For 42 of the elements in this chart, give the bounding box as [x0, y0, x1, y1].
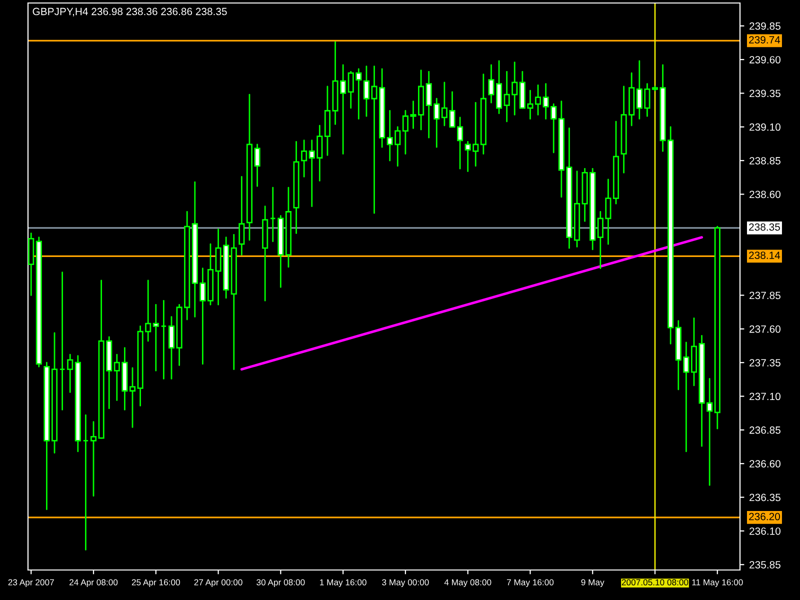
y-tick-label: 239.35 [750, 90, 780, 98]
candlestick [238, 176, 245, 256]
candlestick [90, 421, 97, 497]
candlestick [160, 300, 167, 380]
x-tick-label: 1 May 16:00 [320, 579, 366, 588]
y-tick-label: 239.10 [750, 123, 780, 131]
y-tick-label: 238.60 [750, 190, 780, 198]
y-tick-label: 238.85 [750, 157, 780, 164]
y-tick-label: 237.85 [750, 292, 780, 300]
candlestick [67, 354, 74, 393]
ref-line-label: 239.74 [749, 36, 780, 44]
x-tick-label: 4 May 08:00 [444, 579, 492, 588]
x-tick-label: 23 Apr 2007 [8, 579, 54, 588]
y-tick-label: 237.60 [750, 325, 780, 333]
x-tick-label: 11 May 16:00 [692, 579, 743, 588]
y-tick-label: 239.85 [750, 22, 780, 30]
x-tick-label: 9 May [581, 579, 604, 588]
x-tick-label: 7 May 16:00 [506, 579, 554, 588]
y-tick-label: 239.60 [750, 56, 780, 64]
y-tick-label: 236.60 [750, 460, 780, 468]
y-tick-label: 236.85 [750, 426, 780, 434]
candlestick [129, 367, 136, 428]
candlestick [59, 272, 66, 410]
candlestick [168, 316, 175, 380]
x-tick-label: 30 Apr 08:00 [256, 579, 305, 588]
x-tick-label: 25 Apr 16:00 [132, 579, 180, 588]
candlestick [270, 186, 276, 242]
y-tick-label: 237.35 [750, 359, 780, 366]
candlestick [82, 414, 89, 550]
x-tick-label: 24 Apr 08:00 [70, 579, 118, 588]
ref-line-label: 238.14 [749, 252, 780, 259]
x-tick-label: 3 May 00:00 [382, 579, 429, 588]
y-tick-label: 235.85 [750, 561, 780, 568]
chart-title: GBPJPY,H4 236.98 238.36 236.86 238.35 [32, 8, 227, 16]
x-tick-label: 2007.05.10 08:00 [622, 579, 688, 586]
y-tick-label: 236.10 [750, 527, 780, 535]
ref-line-label: 238.35 [749, 223, 780, 231]
y-tick-label: 236.35 [750, 494, 780, 502]
y-tick-label: 237.10 [750, 392, 780, 400]
candlestick [152, 304, 159, 372]
ref-line-label: 236.20 [749, 512, 780, 520]
x-tick-label: 27 Apr 00:00 [194, 579, 242, 588]
